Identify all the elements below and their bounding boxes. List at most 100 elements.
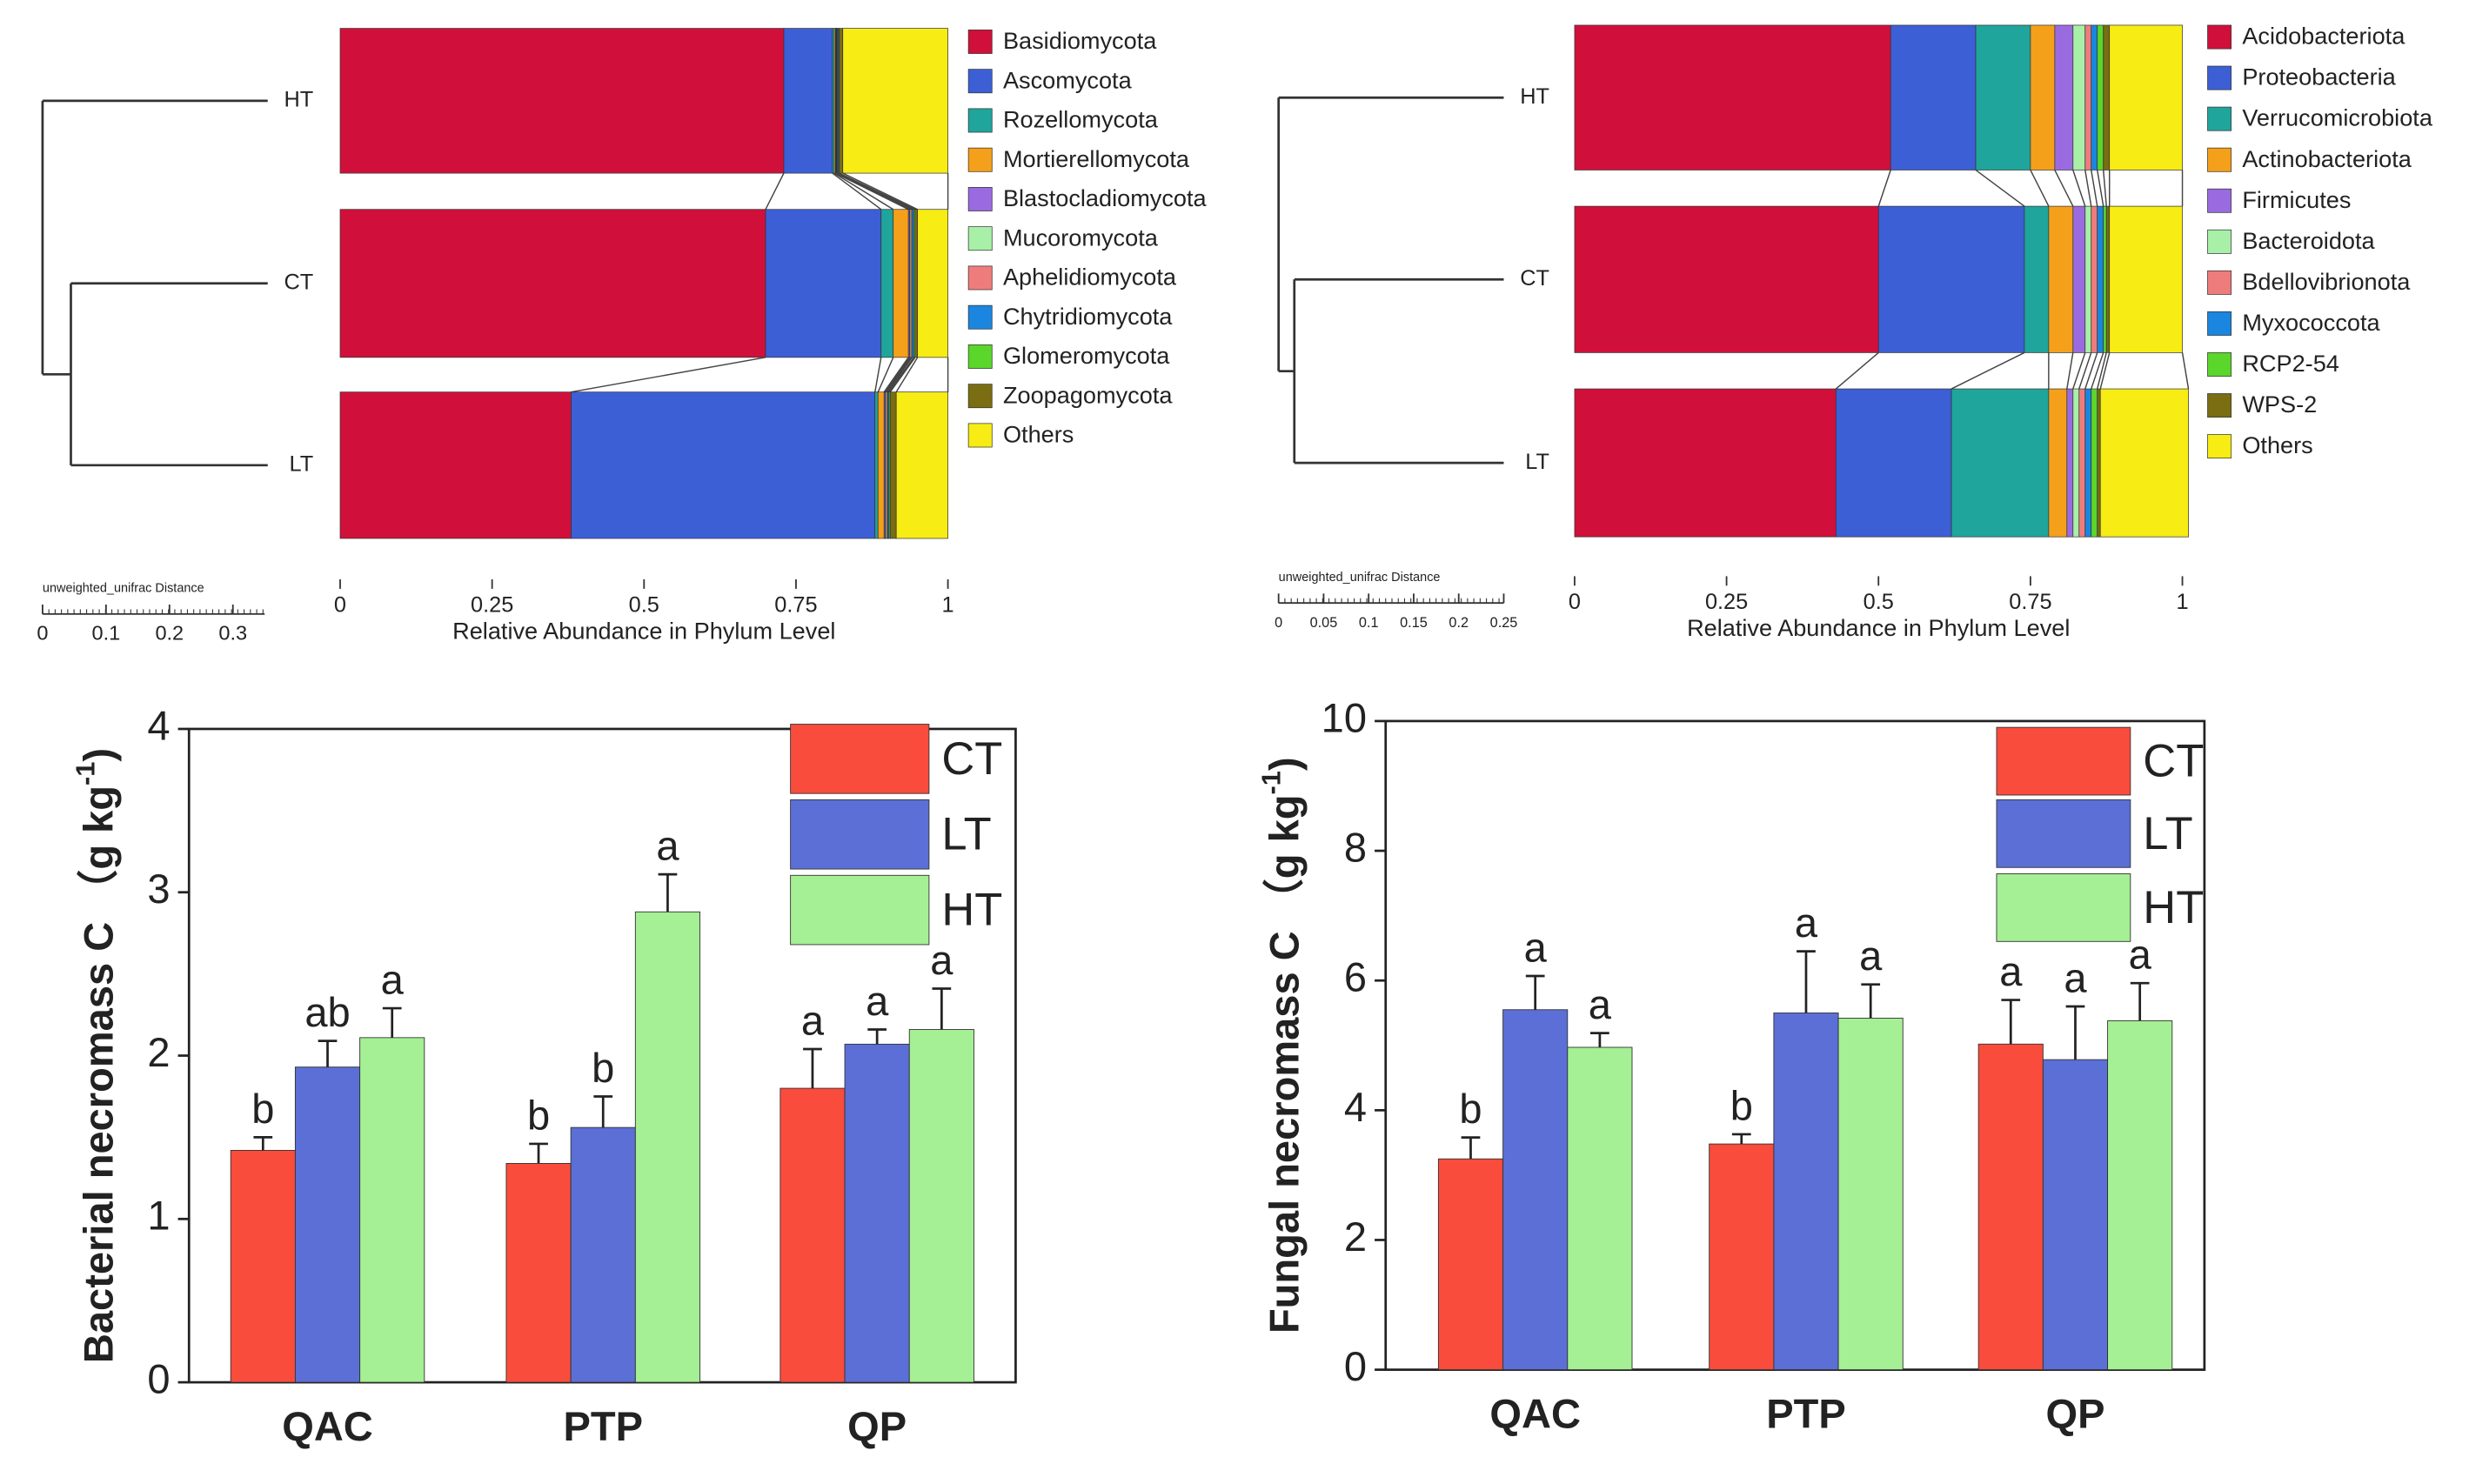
legend-label: Ascomycota	[1003, 66, 1133, 93]
connector	[842, 172, 918, 211]
significance-letter: ab	[304, 989, 350, 1035]
legend-label: RCP2-54	[2242, 350, 2339, 377]
scale-tick-label: 0.15	[1400, 615, 1428, 631]
legend-label: Bdellovibrionota	[2242, 268, 2411, 295]
y-axis-label-end: )	[76, 748, 122, 762]
x-tick-label: QAC	[1489, 1390, 1581, 1436]
bar-segment	[1574, 205, 1879, 353]
significance-letter: b	[527, 1092, 550, 1138]
legend-label: Others	[1003, 421, 1074, 448]
legend-label: Bacteroidota	[2242, 227, 2375, 254]
bar	[230, 1149, 296, 1383]
legend-swatch	[967, 423, 993, 448]
bar	[1709, 1143, 1775, 1371]
bar-segment	[1890, 24, 1977, 170]
bar-segment	[1877, 205, 2025, 353]
y-tick-label: 0	[147, 1356, 170, 1402]
bar-segment	[571, 391, 876, 539]
bar-segment	[2099, 388, 2189, 538]
bar-segment	[877, 391, 885, 539]
bar-segment	[2105, 205, 2111, 353]
connector	[2084, 352, 2098, 390]
significance-letter: a	[1999, 948, 2023, 994]
connector	[877, 357, 894, 392]
bar	[1837, 1017, 1904, 1371]
connector	[839, 172, 916, 211]
bar-segment	[2091, 205, 2098, 353]
y-tick-label: 10	[1321, 694, 1367, 740]
significance-letter: a	[1795, 899, 1818, 946]
bar-segment	[1835, 388, 1952, 538]
x-tick-label: 0.25	[1705, 590, 1748, 614]
x-tick-label: PTP	[563, 1403, 643, 1449]
bar-segment	[1574, 24, 1891, 170]
x-tick-label: 1	[2177, 590, 2189, 614]
legend-label: CT	[941, 733, 1002, 785]
y-tick-label: 3	[147, 866, 170, 912]
bar	[294, 1066, 361, 1383]
bar	[359, 1037, 425, 1383]
legend-swatch	[790, 799, 930, 870]
legend-label: Blastocladiomycota	[1003, 184, 1208, 211]
bar-segment	[917, 209, 948, 358]
y-axis-label-main: Fungal necromass C （g kg	[1261, 794, 1308, 1334]
x-tick-label: QP	[2045, 1390, 2104, 1436]
bar-segment	[2091, 24, 2098, 170]
x-axis-label: Relative Abundance in Phylum Level	[452, 618, 835, 645]
connector	[885, 357, 911, 393]
bar-segment	[2072, 24, 2086, 170]
x-tick-label: 0.75	[774, 592, 817, 617]
significance-letter: a	[2129, 932, 2152, 978]
x-tick-label: 0	[1569, 590, 1581, 614]
connector	[2084, 170, 2092, 207]
connector	[2091, 352, 2104, 390]
bar-segment	[2084, 388, 2092, 538]
legend-swatch	[967, 304, 993, 330]
row-label: CT	[1520, 266, 1549, 291]
x-axis-label: Relative Abundance in Phylum Level	[1687, 614, 2070, 641]
bar-segment	[880, 209, 894, 358]
scale-tick-label: 0.1	[92, 622, 121, 645]
x-tick-label: 1	[942, 592, 954, 617]
significance-letter: b	[1730, 1082, 1753, 1128]
legend-swatch	[2207, 229, 2232, 254]
legend-label: Firmicutes	[2242, 186, 2351, 213]
bar-segment	[2084, 205, 2092, 353]
connector	[1877, 170, 1891, 207]
scale-tick-label: 0.1	[1359, 615, 1379, 631]
bar-segment	[1950, 388, 2050, 538]
bar-segment	[2024, 205, 2050, 353]
legend-swatch	[967, 226, 993, 251]
x-tick-label: PTP	[1766, 1390, 1846, 1436]
y-axis-label-main: Bacterial necromass C （g kg	[76, 785, 122, 1363]
y-tick-label: 6	[1344, 954, 1367, 1000]
significance-letter: b	[251, 1086, 274, 1132]
x-tick-label: 0.25	[471, 592, 513, 617]
legend-label: Chytridiomycota	[1003, 303, 1173, 330]
legend-swatch	[2207, 434, 2232, 459]
x-tick-label: 0	[334, 592, 346, 617]
legend-swatch	[2207, 24, 2232, 50]
x-tick-label: 0.5	[629, 592, 659, 617]
y-axis-label: Fungal necromass C （g kg-1)	[1255, 757, 1308, 1334]
bar-segment	[2109, 24, 2183, 170]
x-tick-label: 0.75	[2009, 590, 2051, 614]
legend-swatch	[967, 30, 993, 54]
bar-segment	[842, 28, 948, 174]
bar-segment	[783, 28, 833, 174]
bar-segment	[2066, 388, 2074, 538]
legend-swatch	[967, 69, 993, 94]
connector	[2103, 170, 2107, 207]
legend-swatch	[2207, 393, 2232, 418]
bar	[505, 1163, 572, 1383]
bar-segment	[2048, 205, 2074, 353]
legend-swatch	[967, 108, 993, 133]
legend-swatch	[2207, 106, 2232, 131]
bar-segment	[2103, 24, 2111, 170]
row-label: HT	[284, 88, 313, 112]
bar-segment	[2097, 205, 2104, 353]
connector	[1835, 351, 1879, 390]
legend-swatch	[2207, 352, 2232, 377]
